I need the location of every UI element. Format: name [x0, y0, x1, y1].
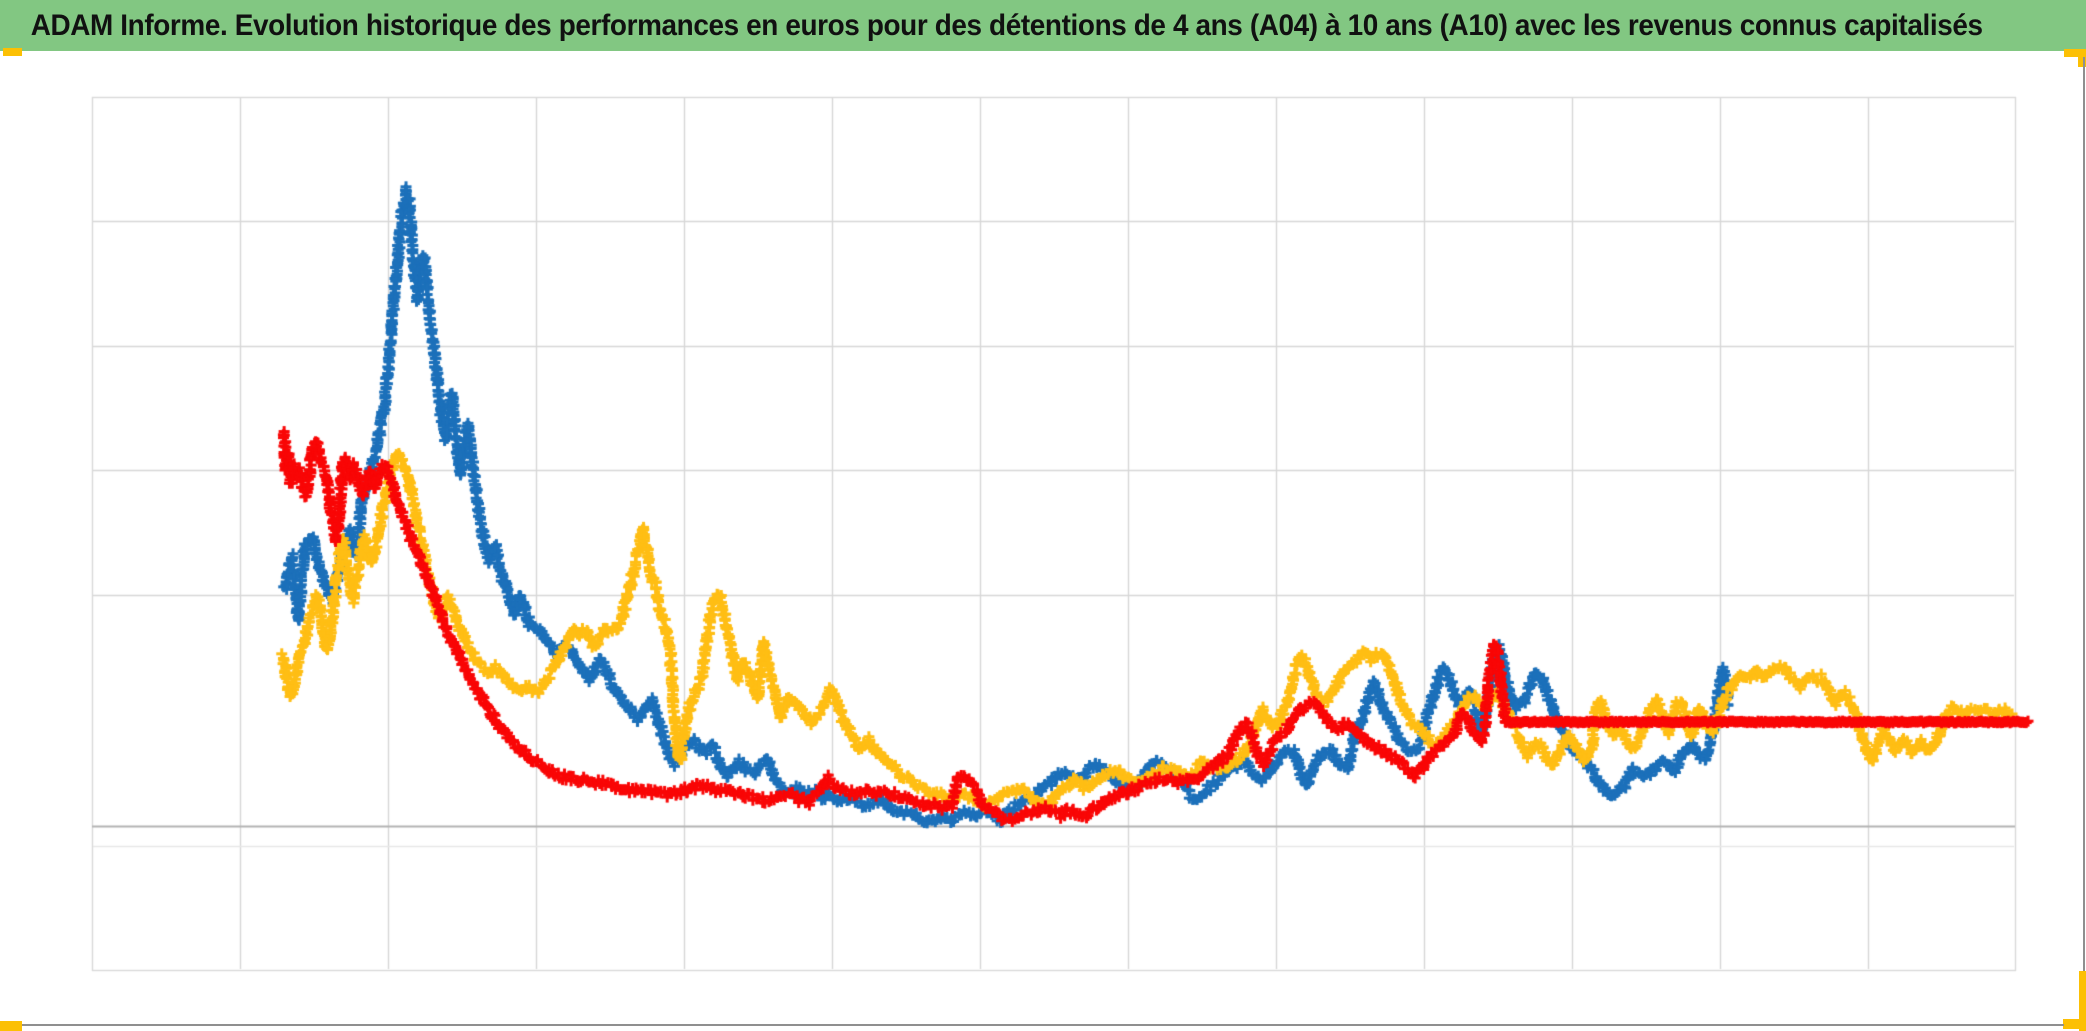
performance-chart[interactable]	[92, 97, 2015, 970]
